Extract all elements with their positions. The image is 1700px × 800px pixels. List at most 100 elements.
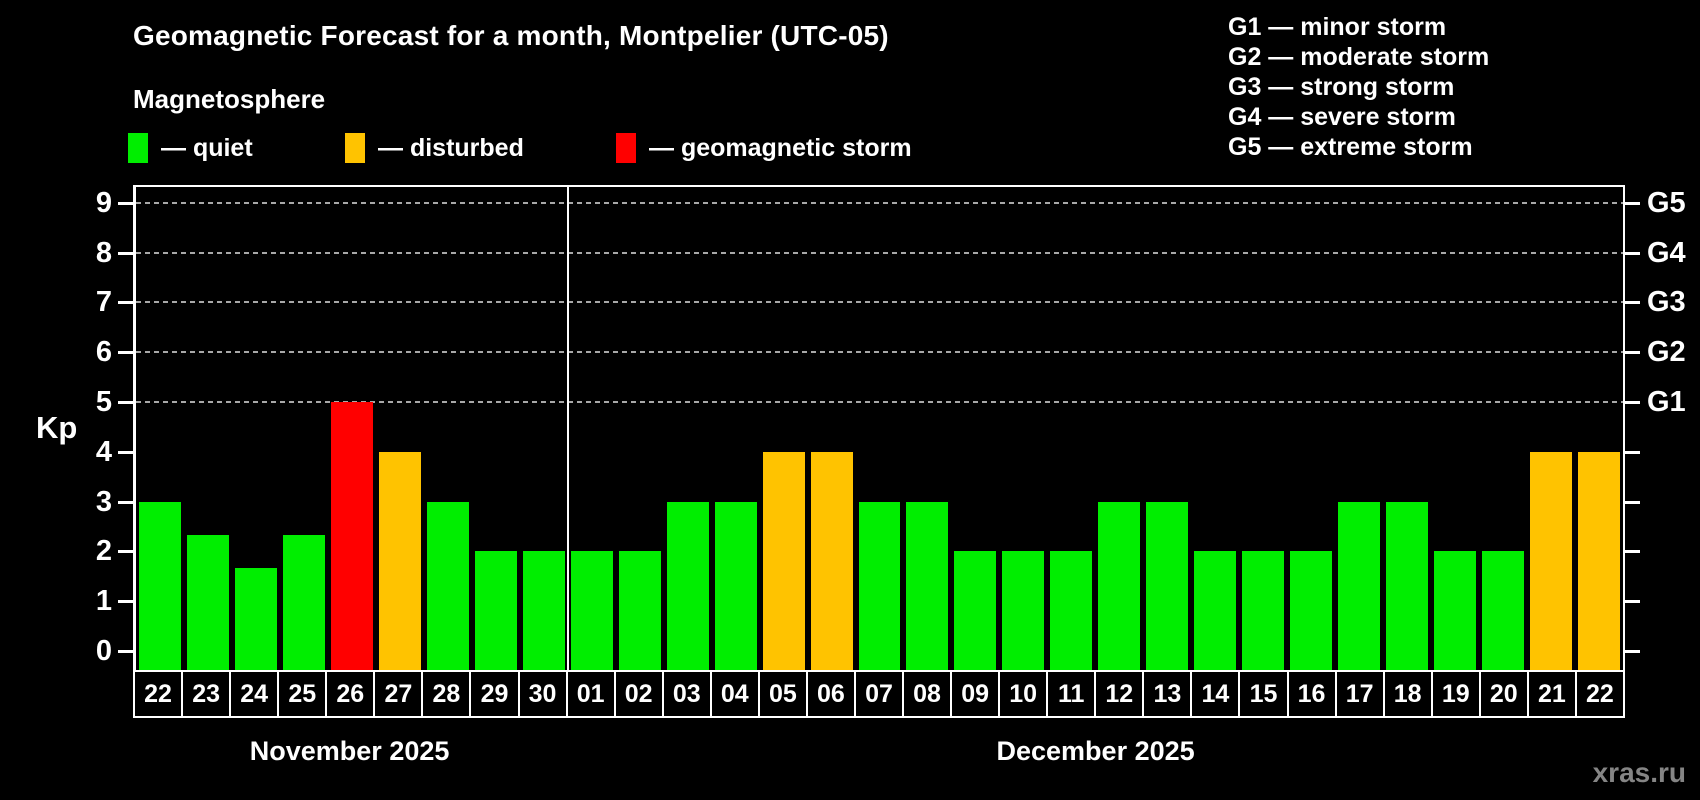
y-axis-tick-label: 5 <box>95 386 112 418</box>
y-axis-tick <box>118 500 133 504</box>
y-axis-tick-label: 6 <box>95 336 112 369</box>
legend-item-storm: — geomagnetic storm <box>616 133 912 163</box>
kp-bar-november-25 <box>282 534 325 670</box>
legend-disturbed-label: — disturbed <box>378 133 524 162</box>
magnetosphere-label: Magnetosphere <box>133 84 326 114</box>
kp-bar-december-08 <box>906 501 949 670</box>
y-axis-tick <box>118 401 133 404</box>
gridline-kp8 <box>136 251 1623 254</box>
day-label-cell: 14 <box>1192 670 1241 718</box>
plot-area <box>133 185 1625 670</box>
day-label-cell: 20 <box>1480 670 1529 718</box>
right-axis-tick <box>1625 301 1640 305</box>
storm-scale-g5: G5 — extreme storm <box>1228 133 1473 161</box>
month-label: December 2025 <box>996 736 1195 766</box>
y-axis-tick-label: 9 <box>95 186 112 219</box>
kp-bar-december-03 <box>666 501 709 670</box>
y-axis-tick <box>118 351 133 355</box>
g-scale-label-g5: G5 <box>1647 186 1686 219</box>
month-separator <box>566 187 569 670</box>
day-label-cell: 28 <box>423 670 472 718</box>
kp-bar-november-30 <box>522 551 565 670</box>
g-scale-label-g3: G3 <box>1647 286 1686 319</box>
day-label-cell: 06 <box>807 670 856 718</box>
day-label-cell: 23 <box>183 670 232 718</box>
right-axis-tick <box>1625 650 1640 653</box>
storm-scale-g2: G2 — moderate storm <box>1228 43 1490 71</box>
y-axis-tick-label: 1 <box>95 585 112 618</box>
quiet-color-swatch <box>128 133 148 163</box>
kp-bar-december-17 <box>1338 501 1381 670</box>
kp-bar-november-26 <box>330 402 373 670</box>
y-axis-title: Kp <box>36 410 78 445</box>
day-label-cell: 11 <box>1048 670 1097 718</box>
day-label-cell: 19 <box>1432 670 1481 718</box>
y-axis-tick <box>118 650 133 653</box>
right-axis-tick <box>1625 500 1640 504</box>
day-label-row: 22 23 24 25 26 27 28 29 30 01 02 03 04 05 06 07 08 09 10 11… <box>133 670 1625 718</box>
day-label-cell: 16 <box>1288 670 1337 718</box>
right-axis-tick <box>1625 251 1640 255</box>
day-label-cell: 22 <box>133 670 184 718</box>
day-label-cell: 22 <box>1576 670 1625 718</box>
legend-storm-label: — geomagnetic storm <box>649 133 912 162</box>
day-label-cell: 03 <box>663 670 712 718</box>
day-label-cell: 18 <box>1384 670 1433 718</box>
y-axis-tick <box>118 251 133 255</box>
kp-bar-december-07 <box>858 501 901 670</box>
kp-bar-november-29 <box>474 551 517 670</box>
g-scale-label-g2: G2 <box>1647 336 1686 369</box>
y-axis-tick <box>118 450 133 454</box>
day-label-cell: 25 <box>279 670 328 718</box>
kp-bar-december-19 <box>1434 551 1477 670</box>
kp-bar-december-05 <box>762 451 805 670</box>
day-label-cell: 21 <box>1528 670 1577 718</box>
storm-color-swatch <box>616 133 636 163</box>
day-label-cell: 02 <box>615 670 664 718</box>
kp-bar-december-16 <box>1290 551 1333 670</box>
right-axis-tick <box>1625 550 1640 554</box>
y-axis-tick-label: 8 <box>95 236 112 269</box>
month-label: November 2025 <box>249 736 450 766</box>
y-axis-tick-label: 2 <box>95 535 112 568</box>
y-axis-tick <box>118 550 133 554</box>
gridline-kp6 <box>136 351 1623 354</box>
day-label-cell: 13 <box>1144 670 1193 718</box>
day-label-cell: 05 <box>759 670 808 718</box>
disturbed-color-swatch <box>345 133 365 163</box>
gridline-kp7 <box>136 301 1623 304</box>
day-label-cell: 17 <box>1336 670 1385 718</box>
kp-bar-november-28 <box>426 501 469 670</box>
gridline-kp9 <box>136 201 1623 204</box>
day-label-cell: 24 <box>231 670 280 718</box>
kp-bar-november-23 <box>186 534 229 670</box>
storm-scale-g1: G1 — minor storm <box>1228 13 1447 41</box>
right-axis-tick <box>1625 600 1640 604</box>
kp-bar-december-21 <box>1530 451 1573 670</box>
kp-bar-december-02 <box>618 551 661 670</box>
kp-bar-december-11 <box>1050 551 1093 670</box>
y-axis-tick <box>118 301 133 305</box>
kp-bar-december-18 <box>1386 501 1429 670</box>
right-axis-tick <box>1625 201 1640 205</box>
day-label-cell: 10 <box>1000 670 1049 718</box>
g-scale-label-g1: G1 <box>1647 386 1686 418</box>
storm-scale-legend: G1 — minor storm G2 — moderate storm G3 … <box>1228 12 1489 162</box>
day-label-cell: 15 <box>1240 670 1289 718</box>
y-axis-tick <box>118 600 133 604</box>
y-axis-tick-label: 7 <box>95 286 112 319</box>
kp-bar-december-09 <box>954 551 997 670</box>
legend-quiet-label: — quiet <box>161 133 253 162</box>
kp-bar-december-01 <box>570 551 613 670</box>
legend-item-quiet: — quiet <box>128 133 253 163</box>
gridline-kp5 <box>136 401 1623 403</box>
chart-title: Geomagnetic Forecast for a month, Montpe… <box>133 20 889 51</box>
day-label-cell: 01 <box>567 670 616 718</box>
day-label-cell: 07 <box>855 670 904 718</box>
kp-bar-december-22 <box>1578 451 1620 670</box>
kp-bar-december-15 <box>1242 551 1285 670</box>
g-scale-label-g4: G4 <box>1647 236 1686 269</box>
kp-bar-november-27 <box>378 451 421 670</box>
kp-bar-november-24 <box>234 567 277 670</box>
